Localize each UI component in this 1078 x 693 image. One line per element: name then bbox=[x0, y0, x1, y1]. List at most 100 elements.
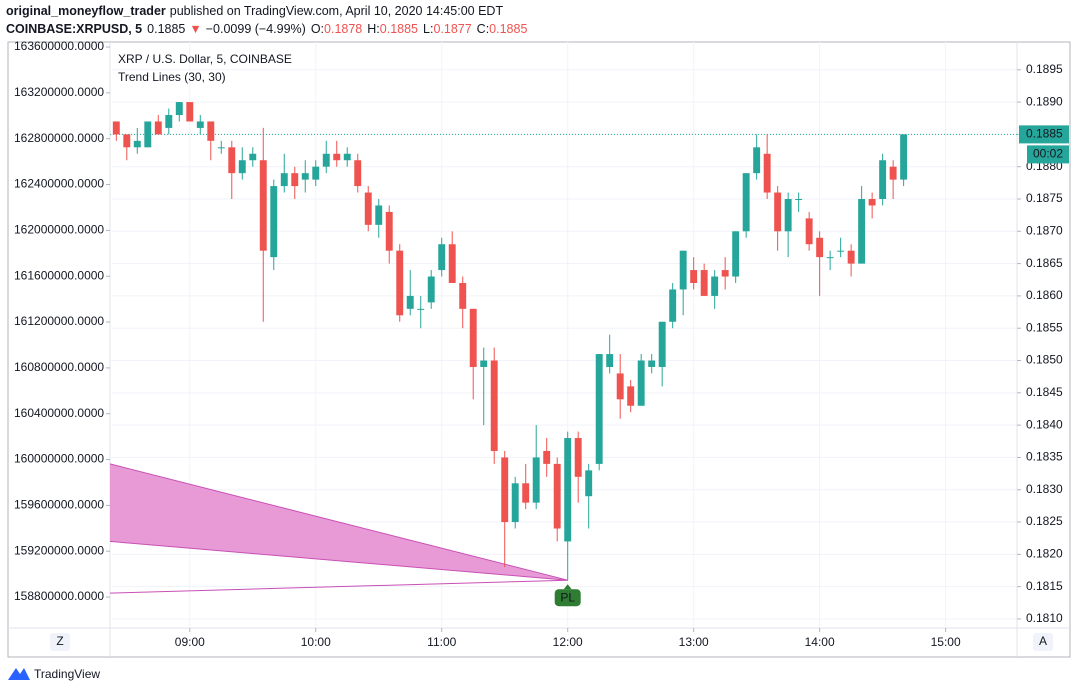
y2-tick-label: 163200000.0000 bbox=[14, 85, 104, 99]
candle-body bbox=[154, 121, 162, 135]
candle-body bbox=[774, 192, 782, 232]
y-tick-label: 0.1860 bbox=[1026, 288, 1063, 302]
candle-body bbox=[448, 244, 456, 283]
x-tick-label: 10:00 bbox=[301, 635, 331, 649]
y-tick-label: 0.1890 bbox=[1026, 94, 1063, 108]
y-tick-label: 0.1865 bbox=[1026, 256, 1063, 270]
y2-tick-label: 162400000.0000 bbox=[14, 177, 104, 191]
candle-body bbox=[837, 250, 845, 252]
scale-button[interactable] bbox=[1033, 633, 1053, 651]
candle-body bbox=[721, 270, 729, 277]
legend-series: XRP / U.S. Dollar, 5, COINBASE bbox=[118, 52, 292, 66]
plot bbox=[109, 102, 1017, 594]
candle-body bbox=[175, 102, 183, 116]
candle-body bbox=[616, 373, 624, 400]
x-tick-label: 11:00 bbox=[427, 635, 456, 649]
y2-tick-label: 161600000.0000 bbox=[14, 268, 104, 282]
candle-body bbox=[123, 134, 131, 148]
candle-body bbox=[732, 231, 740, 277]
y-tick-label: 0.1820 bbox=[1026, 547, 1063, 561]
candle-body bbox=[259, 160, 267, 251]
trend-line bbox=[109, 463, 568, 581]
y2-tick-label: 162000000.0000 bbox=[14, 223, 104, 237]
candle-body bbox=[543, 450, 551, 464]
candle-body bbox=[165, 115, 173, 128]
candle-body bbox=[574, 438, 582, 477]
candle-body bbox=[228, 147, 236, 174]
countdown-bg bbox=[1027, 145, 1069, 164]
candle-body bbox=[417, 308, 425, 310]
candle-body bbox=[238, 160, 246, 174]
candle-body bbox=[312, 166, 320, 180]
countdown: 00:02 bbox=[1033, 147, 1063, 161]
x-tick-label: 12:00 bbox=[553, 635, 583, 649]
candle-body bbox=[753, 147, 761, 174]
candle-body bbox=[301, 173, 309, 180]
o-label: O: bbox=[311, 22, 324, 36]
scale-button[interactable] bbox=[50, 633, 70, 651]
candle-body bbox=[553, 463, 561, 529]
candle-body bbox=[343, 153, 351, 161]
candle-body bbox=[438, 244, 446, 271]
candle-body bbox=[879, 160, 887, 199]
x-tick-label: 14:00 bbox=[805, 635, 835, 649]
candle-body bbox=[858, 198, 866, 264]
y2-tick-label: 160000000.0000 bbox=[14, 452, 104, 466]
candle-body bbox=[763, 153, 771, 193]
candle-body bbox=[480, 360, 488, 367]
l-label: L: bbox=[423, 22, 433, 36]
y2-tick-label: 161200000.0000 bbox=[14, 314, 104, 328]
annotation-label: PL bbox=[560, 590, 575, 604]
candle-body bbox=[532, 457, 540, 503]
y2-tick-label: 158800000.0000 bbox=[14, 589, 104, 603]
y2-tick-label: 160800000.0000 bbox=[14, 360, 104, 374]
candle-body bbox=[207, 121, 215, 141]
x-tick-label: 09:00 bbox=[175, 635, 205, 649]
brand: TradingView bbox=[34, 667, 100, 681]
legend-indicator: Trend Lines (30, 30) bbox=[118, 70, 226, 84]
annotation-badge bbox=[554, 589, 581, 607]
candle-body bbox=[847, 250, 855, 264]
candle-body bbox=[427, 276, 435, 303]
y-tick-label: 0.1810 bbox=[1026, 611, 1063, 625]
published: published on TradingView.com, April 10, … bbox=[170, 4, 504, 18]
candle-body bbox=[322, 153, 330, 167]
price-label: 0.1885 bbox=[1026, 127, 1063, 141]
arrow: ▼ bbox=[189, 22, 201, 36]
header-line: original_moneyflow_trader published on Tr… bbox=[6, 4, 503, 18]
x-tick-label: 13:00 bbox=[679, 635, 709, 649]
h-value: 0.1885 bbox=[380, 22, 418, 36]
candle-body bbox=[795, 198, 803, 200]
c-value: 0.1885 bbox=[489, 22, 527, 36]
y-tick-label: 0.1830 bbox=[1026, 482, 1063, 496]
candle-body bbox=[196, 121, 204, 128]
c-label: C: bbox=[477, 22, 490, 36]
candle-body bbox=[648, 360, 656, 367]
l-value: 0.1877 bbox=[433, 22, 471, 36]
y-tick-label: 0.1835 bbox=[1026, 450, 1063, 464]
annotation-pointer bbox=[563, 584, 572, 590]
frame bbox=[7, 41, 1071, 658]
y-tick-label: 0.1840 bbox=[1026, 417, 1063, 431]
y-tick-label: 0.1875 bbox=[1026, 191, 1063, 205]
symbol-line: COINBASE:XRPUSD, 5 0.1885 ▼ −0.0099 (−4.99%… bbox=[6, 22, 527, 36]
y-tick-label: 0.1895 bbox=[1026, 62, 1063, 76]
candle-body bbox=[826, 257, 834, 259]
candle-body bbox=[249, 153, 257, 161]
h-label: H: bbox=[367, 22, 380, 36]
candle-body bbox=[816, 237, 824, 258]
candle-body bbox=[868, 198, 876, 206]
x-tick-label: 15:00 bbox=[931, 635, 961, 649]
y2-tick-label: 159200000.0000 bbox=[14, 543, 104, 557]
symbol: COINBASE:XRPUSD, 5 bbox=[6, 22, 142, 36]
scale-button-label: A bbox=[1039, 634, 1047, 648]
candle-body bbox=[658, 321, 666, 367]
candle-body bbox=[280, 173, 288, 187]
candle-body bbox=[742, 173, 750, 232]
candle-body bbox=[291, 173, 299, 187]
candle-body bbox=[585, 470, 593, 497]
candle-body bbox=[459, 282, 467, 309]
y-tick-label: 0.1845 bbox=[1026, 385, 1063, 399]
y-tick-label: 0.1870 bbox=[1026, 223, 1063, 237]
candle-body bbox=[490, 360, 498, 451]
